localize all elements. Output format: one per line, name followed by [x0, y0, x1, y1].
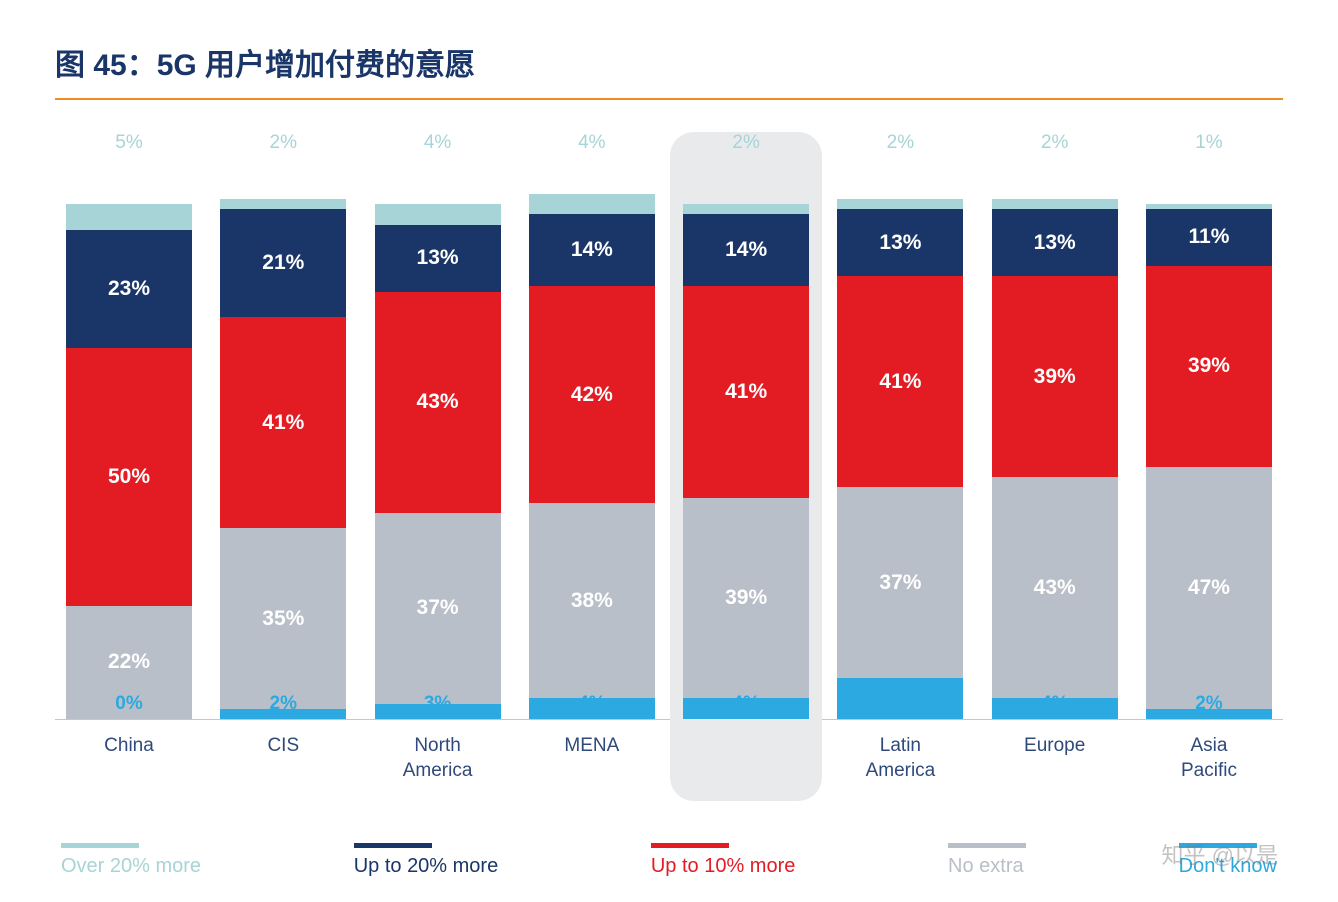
- legend-swatch: [1179, 843, 1257, 848]
- segment-noextra: 38%: [529, 503, 655, 699]
- dontknow-label: 4%: [987, 693, 1123, 715]
- segment-over20: [992, 199, 1118, 209]
- stacked-bar: 13%39%43%: [992, 199, 1118, 719]
- segment-upto20: 21%: [220, 209, 346, 317]
- bar-column: 2%14%41%39%4%: [678, 160, 814, 719]
- segment-upto10: 41%: [683, 286, 809, 497]
- segment-over20: [220, 199, 346, 209]
- bar-column: 4%14%42%38%4%: [524, 160, 660, 719]
- segment-upto20: 23%: [66, 230, 192, 348]
- segment-over20: [375, 204, 501, 225]
- stacked-bar: 14%42%38%: [529, 194, 655, 719]
- segment-noextra: 37%: [837, 487, 963, 678]
- stacked-bar-chart: 5%23%50%22%0%2%21%41%35%2%4%13%43%37%3%4…: [55, 160, 1283, 720]
- segment-noextra: 35%: [220, 528, 346, 708]
- legend-label: No extra: [948, 855, 1024, 878]
- x-axis-label: CIS: [215, 734, 351, 783]
- over20-label: 2%: [832, 132, 968, 154]
- segment-upto20: 14%: [683, 214, 809, 286]
- legend-label: Up to 20% more: [354, 855, 499, 878]
- segment-upto20: 11%: [1146, 209, 1272, 266]
- segment-upto10: 42%: [529, 286, 655, 502]
- chart-title: 图 45：5G 用户增加付费的意愿: [55, 40, 1283, 84]
- segment-noextra: 43%: [992, 477, 1118, 698]
- segment-upto10: 41%: [220, 317, 346, 528]
- stacked-bar: 11%39%47%: [1146, 204, 1272, 719]
- legend-swatch: [948, 843, 1026, 848]
- bar-column: 4%13%43%37%3%: [370, 160, 506, 719]
- legend-item: Over 20% more: [61, 843, 201, 878]
- x-axis-labels: ChinaCISNorthAmericaMENAWorldLatinAmeric…: [55, 720, 1283, 783]
- legend-label: Up to 10% more: [651, 855, 796, 878]
- x-axis-label: LatinAmerica: [832, 734, 968, 783]
- over20-label: 2%: [987, 132, 1123, 154]
- x-axis-label: NorthAmerica: [370, 734, 506, 783]
- segment-over20: [529, 194, 655, 215]
- over20-label: 5%: [61, 132, 197, 154]
- stacked-bar: 23%50%22%: [66, 204, 192, 719]
- stacked-bar: 14%41%39%: [683, 204, 809, 719]
- over20-label: 1%: [1141, 132, 1277, 154]
- segment-upto10: 39%: [1146, 266, 1272, 467]
- bar-column: 2%13%39%43%4%: [987, 160, 1123, 719]
- x-axis-label: Europe: [987, 734, 1123, 783]
- segment-noextra: 47%: [1146, 467, 1272, 709]
- segment-upto20: 13%: [992, 209, 1118, 276]
- dontknow-label: 4%: [524, 693, 660, 715]
- legend-item: Don't know: [1179, 843, 1277, 878]
- legend: Over 20% more Up to 20% more Up to 10% mor…: [55, 843, 1283, 878]
- segment-upto20: 13%: [837, 209, 963, 276]
- legend-label: Over 20% more: [61, 855, 201, 878]
- legend-swatch: [61, 843, 139, 848]
- dontknow-label: 2%: [1141, 693, 1277, 715]
- legend-item: No extra: [948, 843, 1026, 878]
- title-rule: [55, 98, 1283, 100]
- dontknow-label: 2%: [215, 693, 351, 715]
- segment-noextra: 37%: [375, 513, 501, 704]
- segment-upto20: 14%: [529, 214, 655, 286]
- segment-over20: [66, 204, 192, 230]
- dontknow-label: 0%: [61, 693, 197, 715]
- over20-label: 4%: [370, 132, 506, 154]
- dontknow-label: 3%: [370, 693, 506, 715]
- segment-upto10: 41%: [837, 276, 963, 487]
- segment-upto10: 43%: [375, 292, 501, 513]
- over20-label: 4%: [524, 132, 660, 154]
- bar-column: 2%21%41%35%2%: [215, 160, 351, 719]
- bar-column: 1%11%39%47%2%: [1141, 160, 1277, 719]
- legend-swatch: [651, 843, 729, 848]
- bar-column: 5%23%50%22%0%: [61, 160, 197, 719]
- x-axis-label: China: [61, 734, 197, 783]
- over20-label: 2%: [215, 132, 351, 154]
- segment-over20: [837, 199, 963, 209]
- segment-upto10: 39%: [992, 276, 1118, 477]
- bar-column: 2%13%41%37%8%: [832, 160, 968, 719]
- stacked-bar: 21%41%35%: [220, 199, 346, 719]
- x-axis-label: AsiaPacific: [1141, 734, 1277, 783]
- segment-upto10: 50%: [66, 348, 192, 606]
- stacked-bar: 13%41%37%: [837, 199, 963, 719]
- legend-label: Don't know: [1179, 855, 1277, 878]
- legend-item: Up to 10% more: [651, 843, 796, 878]
- segment-upto20: 13%: [375, 225, 501, 292]
- legend-item: Up to 20% more: [354, 843, 499, 878]
- over20-label: 2%: [678, 132, 814, 154]
- legend-swatch: [354, 843, 432, 848]
- dontknow-label: 8%: [832, 693, 968, 715]
- stacked-bar: 13%43%37%: [375, 204, 501, 719]
- dontknow-label: 4%: [678, 693, 814, 715]
- x-axis-label: MENA: [524, 734, 660, 783]
- segment-over20: [683, 204, 809, 214]
- segment-noextra: 39%: [683, 498, 809, 699]
